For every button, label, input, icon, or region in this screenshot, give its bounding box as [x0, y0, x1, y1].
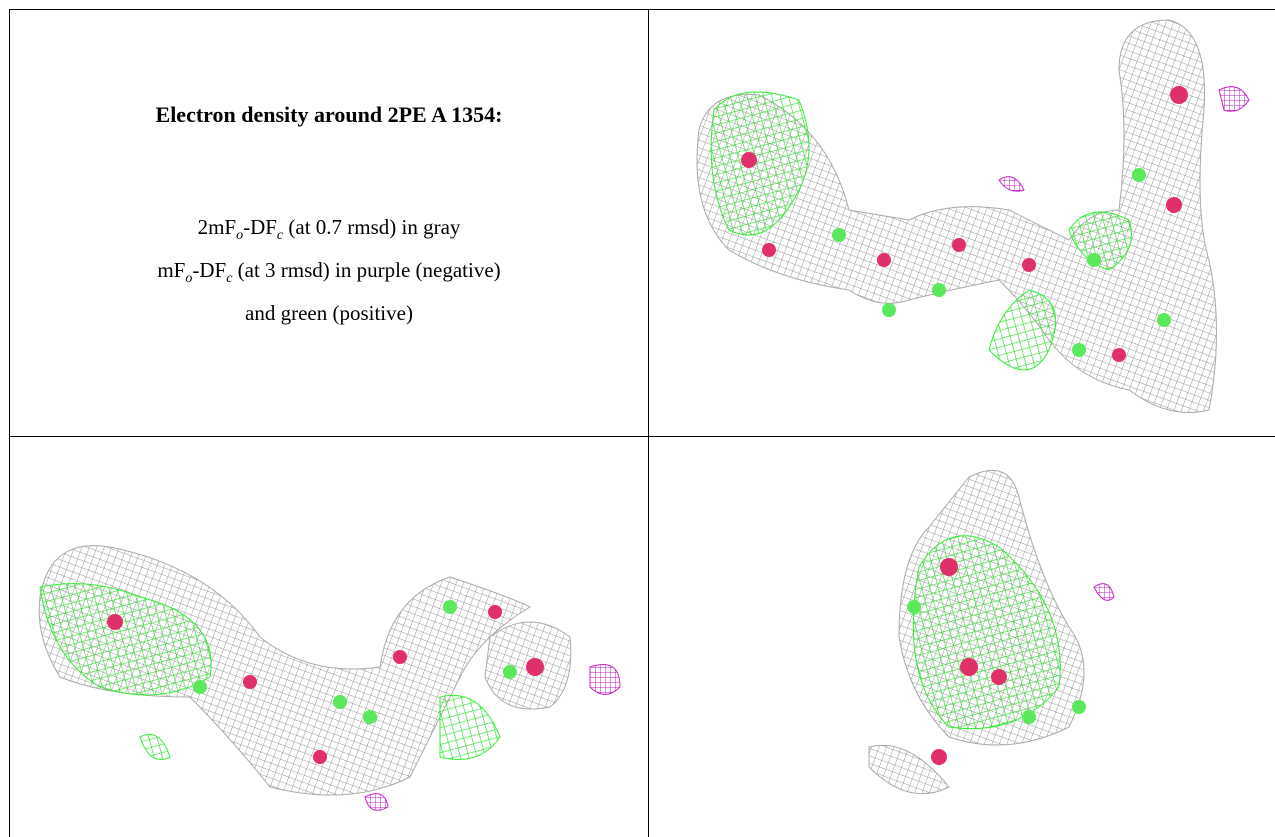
legend-line: and green (positive) — [10, 296, 648, 331]
text: and green (positive) — [245, 301, 413, 325]
legend: 2mFo-DFc (at 0.7 rmsd) in gray mFo-DFc (… — [10, 210, 648, 331]
caption-cell: Electron density around 2PE A 1354: 2mFo… — [10, 10, 648, 436]
density-view-3 — [649, 437, 1275, 837]
text: 2mF — [198, 215, 237, 239]
title: Electron density around 2PE A 1354: — [10, 102, 648, 128]
text: (at 0.7 rmsd) in gray — [283, 215, 460, 239]
density-view-1 — [649, 10, 1275, 436]
text: -DF — [243, 215, 277, 239]
density-view-2 — [10, 437, 648, 837]
text: mF — [157, 258, 185, 282]
text: (at 3 rmsd) in purple (negative) — [232, 258, 500, 282]
mesh-purple — [1094, 584, 1114, 601]
legend-line: mFo-DFc (at 3 rmsd) in purple (negative) — [10, 253, 648, 296]
figure: Electron density around 2PE A 1354: 2mFo… — [0, 0, 1275, 837]
text: -DF — [192, 258, 226, 282]
legend-line: 2mFo-DFc (at 0.7 rmsd) in gray — [10, 210, 648, 253]
